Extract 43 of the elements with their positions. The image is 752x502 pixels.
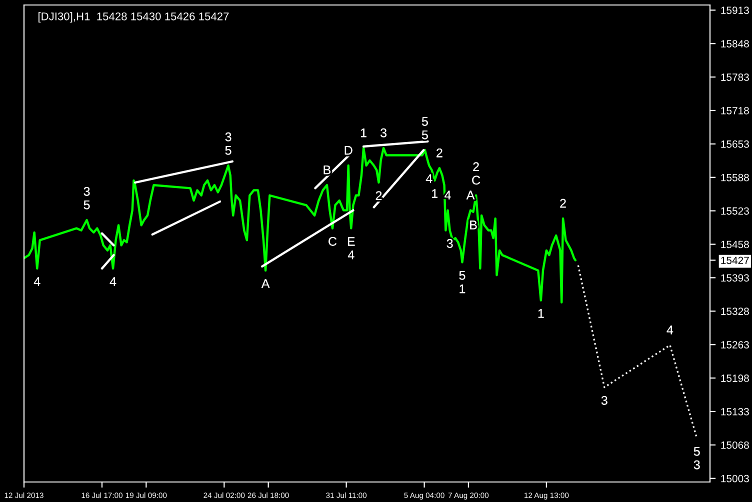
y-tick-label: 15913 xyxy=(721,6,749,14)
annotation: B xyxy=(470,220,477,230)
annotation: 1 xyxy=(361,128,366,138)
y-tick-label: 15198 xyxy=(721,374,749,382)
annotation: 5 1 xyxy=(459,271,466,294)
y-tick-label: 15427 xyxy=(721,256,749,264)
y-tick-label: 15133 xyxy=(721,408,749,416)
annotation: 3 5 xyxy=(84,186,90,210)
annotation: 3 xyxy=(380,128,386,138)
y-tick-label: 15783 xyxy=(721,74,749,81)
annotation: 2 xyxy=(436,148,442,158)
y-tick-label: 15068 xyxy=(721,441,749,449)
text: [DJI30],H1 15428 15430 15426 15427 xyxy=(38,12,229,23)
y-tick-label: 15003 xyxy=(721,474,749,482)
y-tick-label: 15393 xyxy=(721,274,749,282)
annotation: A xyxy=(466,190,475,200)
annotation: E 4 xyxy=(348,237,355,260)
annotation: 5 5 xyxy=(422,117,428,140)
y-tick-label: 15653 xyxy=(721,140,749,148)
y-tick-label: 15848 xyxy=(721,40,749,48)
annotation: 4 xyxy=(426,174,432,183)
y-tick-label: 15718 xyxy=(721,106,749,114)
annotation: A xyxy=(261,279,270,288)
y-tick-label: 15588 xyxy=(721,174,749,182)
annotation: 5 3 xyxy=(694,447,700,470)
annotation: 4 xyxy=(110,277,116,286)
annotation: 3 5 xyxy=(225,132,232,155)
annotation: 1 xyxy=(432,189,438,198)
y-tick-label: 15523 xyxy=(721,207,749,215)
annotation: 2 xyxy=(560,198,566,208)
annotation: 3 xyxy=(601,396,608,405)
y-tick-label: 15328 xyxy=(721,308,749,316)
annotation: 4 xyxy=(34,277,40,286)
line-series xyxy=(577,264,698,440)
y-tick-label: 15263 xyxy=(721,341,749,348)
annotation: 4 xyxy=(666,326,674,334)
annotation: C xyxy=(328,236,337,246)
annotation: 3 xyxy=(446,239,453,248)
line-series xyxy=(24,146,577,304)
annotation: 2 C xyxy=(472,162,480,185)
annotation: 1 xyxy=(538,309,544,318)
annotation: B xyxy=(324,166,330,174)
y-tick-label: 15458 xyxy=(721,240,749,248)
